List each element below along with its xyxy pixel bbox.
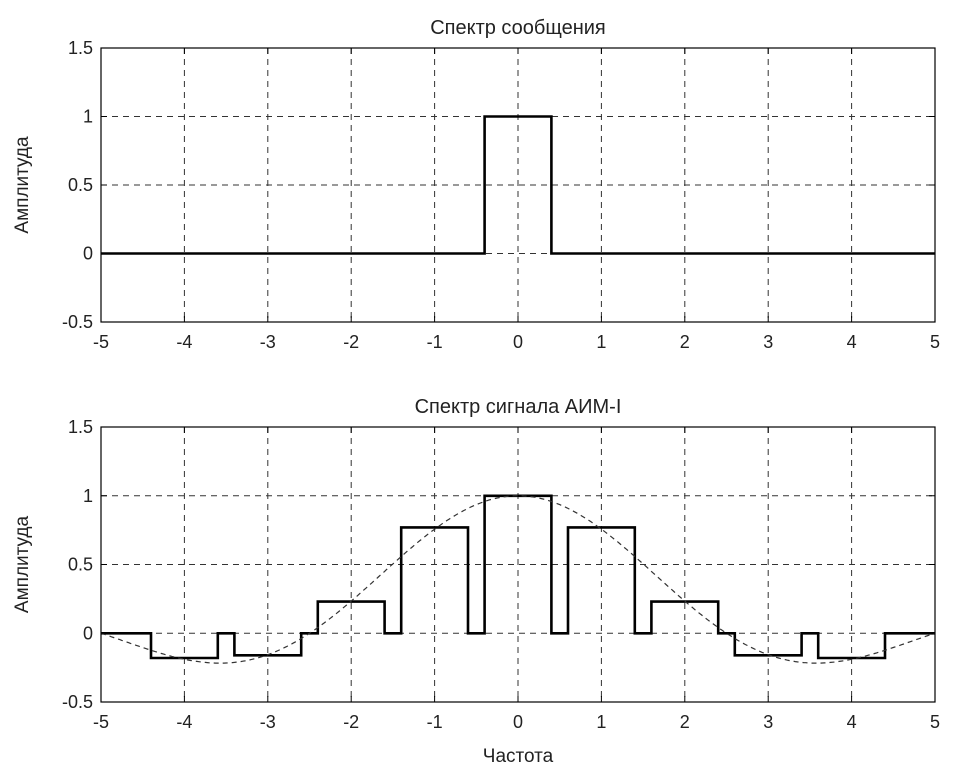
x-tick-label: -4 <box>176 332 192 352</box>
spectrum-line <box>101 494 935 660</box>
y-tick-label: 1.5 <box>68 417 93 437</box>
x-tick-label: -5 <box>93 332 109 352</box>
x-tick-label: 5 <box>930 712 940 732</box>
x-tick-label: 0 <box>513 332 523 352</box>
y-tick-label: 0 <box>83 623 93 643</box>
x-tick-label: 3 <box>763 332 773 352</box>
y-tick-label: -0.5 <box>62 692 93 712</box>
x-tick-label: -3 <box>260 712 276 732</box>
x-tick-label: 1 <box>596 712 606 732</box>
x-tick-label: 2 <box>680 712 690 732</box>
y-axis-label: Амплитуда <box>12 515 33 613</box>
y-tick-label: 0.5 <box>68 555 93 575</box>
y-tick-label: 1.5 <box>68 38 93 58</box>
y-tick-label: 0 <box>83 244 93 264</box>
y-tick-label: -0.5 <box>62 312 93 332</box>
chart-panel-1: -5 -4 -3 -2 -1 0 1 2 3 4 5 -0.5 0 0.5 1 1.5 Спектр сообщ… <box>12 17 940 352</box>
x-tick-label: 5 <box>930 332 940 352</box>
chart-title: Спектр сообщения <box>430 17 606 39</box>
x-tick-label: -5 <box>93 712 109 732</box>
chart-panel-2: -5 -4 -3 -2 -1 0 1 2 3 4 5 -0.5 0 0.5 1 1.5 Спектр сигна… <box>12 396 940 767</box>
x-tick-label: -1 <box>427 332 443 352</box>
x-tick-label: -1 <box>427 712 443 732</box>
x-tick-label: 3 <box>763 712 773 732</box>
x-tick-label: 2 <box>680 332 690 352</box>
y-tick-label: 1 <box>83 486 93 506</box>
chart-title: Спектр сигнала АИМ-I <box>415 396 622 418</box>
x-tick-label: -3 <box>260 332 276 352</box>
y-axis-label: Амплитуда <box>12 136 33 234</box>
y-tick-label: 0.5 <box>68 175 93 195</box>
x-axis-label: Частота <box>483 746 554 767</box>
x-tick-label: 4 <box>847 332 857 352</box>
x-tick-label: 0 <box>513 712 523 732</box>
x-tick-label: 4 <box>847 712 857 732</box>
x-tick-label: -2 <box>343 332 359 352</box>
y-tick-label: 1 <box>83 107 93 127</box>
x-tick-label: 1 <box>596 332 606 352</box>
x-tick-label: -2 <box>343 712 359 732</box>
envelope-line <box>101 495 935 664</box>
spectrum-line <box>101 115 935 255</box>
x-tick-label: -4 <box>176 712 192 732</box>
